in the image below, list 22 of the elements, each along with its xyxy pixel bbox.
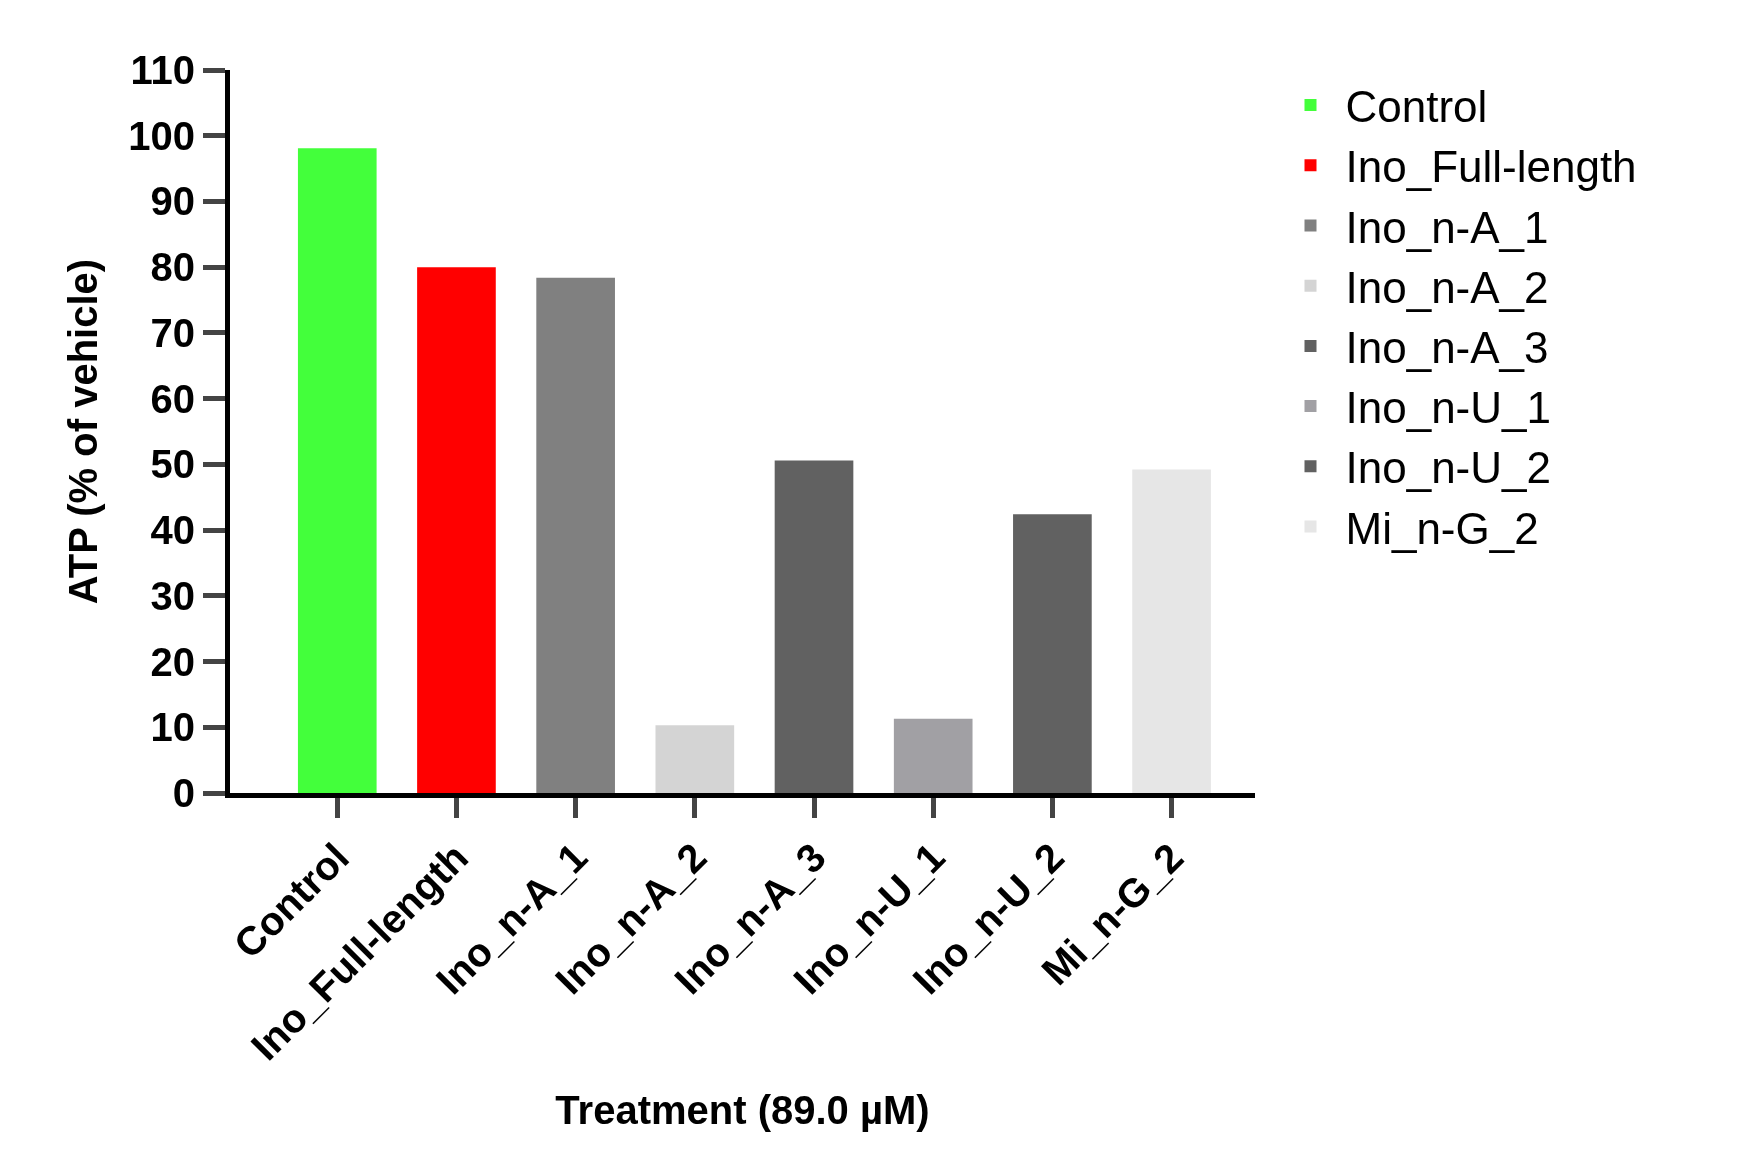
y-tick-label: 0 [172, 771, 195, 815]
y-tick-label: 70 [150, 310, 195, 355]
y-tick-label: 80 [150, 245, 195, 290]
legend-label: Ino_Full-length [1345, 142, 1637, 192]
y-tick-label: 30 [150, 573, 195, 618]
y-tick-label: 100 [128, 113, 195, 158]
legend-label: Ino_n-A_1 [1345, 202, 1549, 252]
y-tick-label: 20 [150, 639, 195, 684]
legend-label: Ino_n-A_3 [1345, 323, 1549, 373]
y-tick-label: 50 [150, 442, 195, 487]
legend-label: Ino_n-U_2 [1345, 443, 1551, 493]
y-tick-label: 40 [150, 508, 195, 553]
legend-label: Ino_n-U_1 [1345, 383, 1551, 433]
y-tick-label: 60 [150, 376, 195, 421]
legend-label: Mi_n-G_2 [1345, 503, 1539, 553]
x-axis-title: Treatment (89.0 µM) [555, 1087, 930, 1132]
y-axis-title: ATP (% of vehicle) [60, 258, 105, 605]
y-tick-label: 90 [150, 179, 195, 224]
y-tick-label: 110 [130, 48, 195, 92]
y-tick-label: 10 [150, 705, 195, 750]
legend-label: Control [1345, 82, 1488, 132]
legend-label: Ino_n-A_2 [1345, 262, 1549, 312]
